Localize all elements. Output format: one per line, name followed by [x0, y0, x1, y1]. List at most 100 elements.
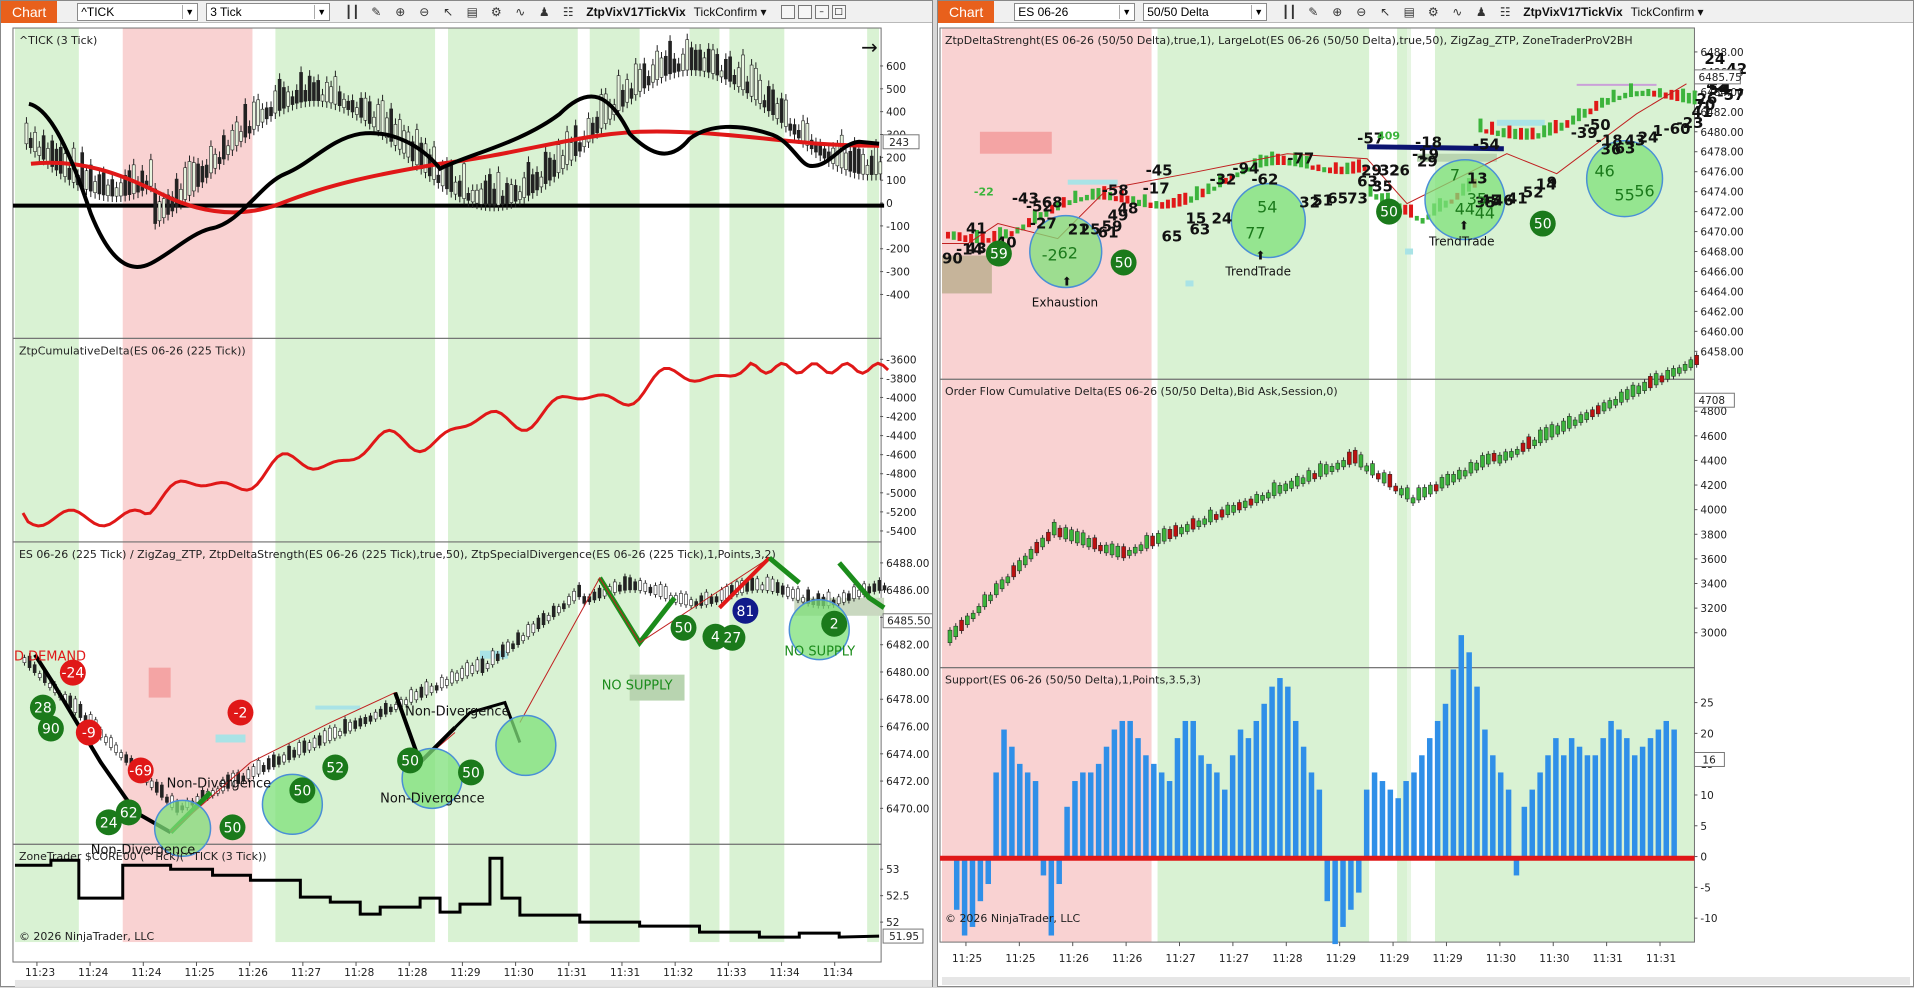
maximize-button[interactable]: □ — [831, 4, 846, 19]
support-bar — [1269, 686, 1275, 859]
no-supply-label: NO SUPPLY — [784, 645, 855, 660]
zone-panel: ZoneTrader $CORE00 (^Tick)(^TICK (3 Tick… — [14, 850, 924, 944]
time-tick-label: 11:25 — [185, 967, 215, 979]
delta-number: 73 — [1347, 190, 1368, 208]
ofcd-candles — [947, 352, 1699, 646]
svg-text:44: 44 — [1455, 200, 1475, 219]
zoom-out-icon[interactable]: ⊖ — [419, 4, 430, 19]
axis-tick-label: 6486.00 — [886, 585, 929, 597]
delta-number: -60 — [1664, 120, 1691, 138]
indicators-icon[interactable]: ∿ — [515, 4, 526, 19]
time-tick-label: 11:25 — [952, 953, 982, 965]
tick-axis: 6005004003002001000-100-200-300-400 — [880, 61, 910, 301]
svg-text:56: 56 — [1634, 182, 1654, 201]
zoom-in-icon[interactable]: ⊕ — [1332, 4, 1343, 19]
properties-icon[interactable]: ⚙ — [490, 4, 502, 19]
data-box-icon[interactable]: ▤ — [1403, 4, 1415, 19]
templates-icon[interactable]: ☷ — [1499, 4, 1511, 19]
left-chart-canvas[interactable]: ^TICK (3 Tick) 6005004003002001000-100-2… — [1, 23, 932, 988]
svg-text:28: 28 — [34, 701, 52, 717]
svg-text:⬆: ⬆ — [1459, 219, 1469, 233]
properties-icon[interactable]: ⚙ — [1427, 4, 1439, 19]
support-bar — [1647, 738, 1654, 859]
time-axis: 11:23 11:24 11:24 11:25 11:26 11:27 11:28 11:28… — [25, 962, 853, 979]
delta-number: -18 — [1415, 134, 1442, 152]
price-axis: 6488.006486.006484.006482.006480.006478.… — [880, 558, 929, 815]
right-chart-canvas[interactable]: ZtpDeltaStrenght(ES 06-26 (50/50 Delta),… — [938, 23, 1913, 988]
time-tick-label: 11:31 — [610, 967, 640, 979]
pointer-icon[interactable]: ↖ — [1380, 4, 1391, 19]
svg-text:24: 24 — [100, 815, 118, 831]
zoom-out-icon[interactable]: ⊖ — [1356, 4, 1367, 19]
confirm-dropdown[interactable]: TickConfirm ▾ — [693, 4, 767, 19]
svg-text:-24: -24 — [61, 666, 84, 682]
axis-tick-label: 500 — [886, 84, 906, 96]
time-tick-label: 11:32 — [663, 967, 693, 979]
delta-marker: -2 — [227, 699, 254, 726]
axis-tick-label: -10 — [1700, 913, 1717, 925]
interval-selector[interactable]: 50/50 Delta ▼ — [1143, 2, 1268, 21]
support-bar — [1450, 669, 1457, 859]
chart-tab-label[interactable]: Chart — [1, 0, 58, 23]
support-bar — [1545, 755, 1551, 859]
chart-tab-label[interactable]: Chart — [938, 0, 995, 23]
svg-text:-69: -69 — [129, 763, 152, 779]
interval-selector[interactable]: 3 Tick ▼ — [206, 2, 331, 21]
delta-bubble: 62 — [1058, 244, 1078, 263]
support-bar — [1505, 789, 1512, 859]
axis-tick-label: -5400 — [886, 526, 916, 538]
instrument-selector[interactable]: ^TICK ▼ — [77, 2, 199, 21]
support-bar — [1174, 738, 1181, 859]
strategies-icon[interactable]: ♟ — [538, 4, 550, 19]
delta-number: 32 — [1299, 194, 1320, 212]
delta-number: 61 — [1098, 224, 1119, 242]
delta-number: 59 — [1102, 218, 1123, 236]
delta-number: 24 — [1638, 129, 1659, 147]
zoom-in-icon[interactable]: ⊕ — [395, 4, 406, 19]
exhaustion-circles — [153, 599, 850, 857]
draw-pencil-icon[interactable]: ✎ — [1308, 4, 1319, 19]
delta-number: 41 — [1691, 103, 1712, 121]
support-bar — [1600, 738, 1606, 859]
zone-boxes — [941, 83, 1657, 294]
delta-number: -57 — [1357, 130, 1384, 148]
window-tile-button-2[interactable] — [797, 4, 812, 19]
bar-type-icon[interactable]: ┃┃ — [1282, 4, 1297, 19]
delta-number: 68 — [1042, 194, 1063, 212]
support-bar — [1206, 763, 1212, 859]
delta-number: -57 — [1717, 86, 1744, 104]
axis-tick-label: 6462.00 — [1700, 306, 1743, 318]
minimize-button[interactable]: – — [814, 4, 829, 19]
support-bar — [1490, 755, 1496, 859]
axis-tick-label: 52 — [886, 917, 899, 929]
data-box-icon[interactable]: ▤ — [466, 4, 478, 19]
window-tile-button[interactable] — [780, 4, 795, 19]
draw-pencil-icon[interactable]: ✎ — [371, 4, 382, 19]
delta-number: 41 — [966, 220, 987, 238]
axis-tick-label: 53 — [886, 864, 899, 876]
delta-number: 63 — [1357, 173, 1378, 191]
axis-tick-label: -4800 — [886, 469, 916, 481]
confirm-dropdown[interactable]: TickConfirm ▾ — [1630, 4, 1704, 19]
strategies-icon[interactable]: ♟ — [1475, 4, 1487, 19]
delta-number: -23 — [1676, 114, 1703, 132]
support-bar — [953, 858, 960, 910]
templates-icon[interactable]: ☷ — [562, 4, 574, 19]
support-bar — [1040, 858, 1047, 876]
horizontal-scrollbar[interactable] — [941, 977, 1911, 986]
pointer-icon[interactable]: ↖ — [443, 4, 454, 19]
support-bar — [1442, 703, 1449, 859]
delta-bubble: -2 — [1042, 246, 1058, 265]
support-bar — [961, 858, 968, 936]
axis-tick-label: 3200 — [1700, 603, 1727, 615]
axis-tick-label: -4200 — [886, 412, 916, 424]
bar-type-icon[interactable]: ┃┃ — [345, 4, 360, 19]
svg-text:-9: -9 — [82, 726, 96, 742]
delta-bubble: 50 — [1376, 198, 1403, 225]
horizontal-scrollbar[interactable] — [14, 979, 932, 987]
time-tick-label: 11:34 — [823, 967, 854, 979]
svg-text:77: 77 — [1245, 224, 1265, 243]
indicators-icon[interactable]: ∿ — [1452, 4, 1463, 19]
svg-text:-2: -2 — [1042, 246, 1058, 265]
instrument-selector[interactable]: ES 06-26 ▼ — [1014, 2, 1136, 21]
